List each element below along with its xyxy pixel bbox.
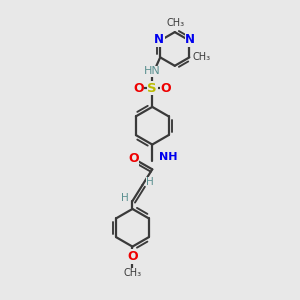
Text: HN: HN — [144, 66, 160, 76]
Text: H: H — [121, 193, 128, 203]
Text: CH₃: CH₃ — [167, 18, 185, 28]
Text: NH: NH — [159, 152, 178, 162]
Text: O: O — [133, 82, 144, 94]
Text: N: N — [154, 33, 164, 46]
Text: O: O — [127, 250, 138, 263]
Text: CH₃: CH₃ — [123, 268, 142, 278]
Text: CH₃: CH₃ — [192, 52, 210, 62]
Text: H: H — [146, 177, 154, 187]
Text: N: N — [185, 33, 195, 46]
Text: O: O — [161, 82, 171, 94]
Text: O: O — [128, 152, 139, 165]
Text: S: S — [147, 82, 157, 94]
